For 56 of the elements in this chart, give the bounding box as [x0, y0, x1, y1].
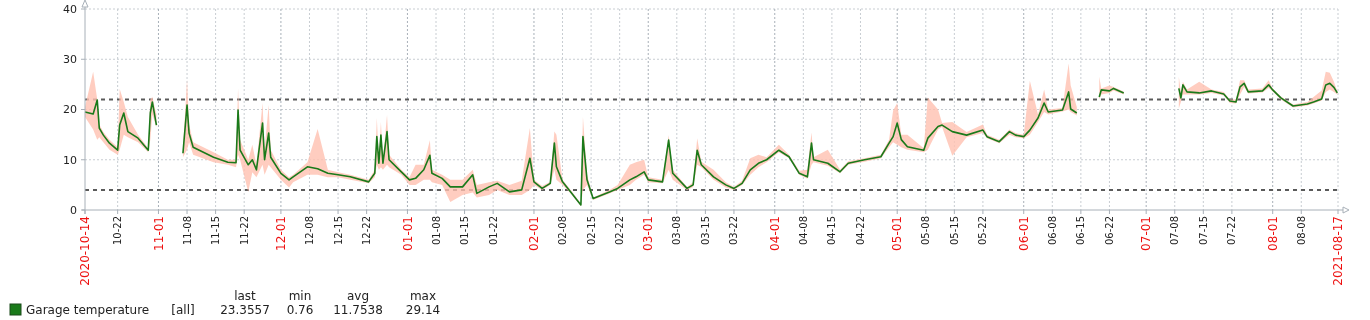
text: min: [288, 289, 312, 303]
x-tick-label: 11-22: [238, 216, 250, 246]
x-tick-label: 06-15: [1075, 216, 1087, 246]
x-tick-label: 04-22: [854, 216, 866, 246]
legend-label: Garage temperature: [26, 303, 150, 317]
x-tick-label: 08-01: [1265, 216, 1280, 251]
x-tick-label: 07-01: [1139, 216, 1154, 251]
x-tick-label: 01-01: [400, 216, 415, 251]
x-tick-label: 01-08: [430, 216, 442, 246]
x-tick-label: 11-15: [210, 216, 222, 246]
x-tick-label: 11-08: [181, 216, 193, 246]
x-tick-label: 05-01: [890, 216, 905, 251]
x-tick-label: 04-08: [797, 216, 809, 246]
x-tick-label: 08-08: [1295, 216, 1307, 246]
x-tick-label: 03-15: [699, 216, 711, 246]
text: 11.7538: [333, 303, 383, 317]
y-tick-label: 20: [63, 103, 77, 117]
x-tick-label: 05-22: [977, 216, 989, 246]
x-tick-label: 2020-10-14: [78, 216, 93, 286]
x-tick-label: 03-08: [671, 216, 683, 246]
text: 23.3557: [220, 303, 270, 317]
x-tick-label: 05-08: [920, 216, 932, 246]
y-tick-label: 0: [70, 203, 77, 217]
x-tick-label: 12-22: [361, 216, 373, 246]
x-tick-label: 11-01: [151, 216, 166, 251]
x-tick-label: 02-01: [527, 216, 542, 251]
x-tick-label: 04-01: [767, 216, 782, 251]
x-tick-label: 10-22: [112, 216, 124, 246]
x-tick-label: 02-22: [614, 216, 626, 246]
x-tick-label: 2021-08-17: [1331, 216, 1346, 286]
x-tick-label: 02-08: [557, 216, 569, 246]
text: 29.14: [405, 303, 441, 317]
y-tick-label: 40: [63, 2, 77, 16]
x-tick-label: 06-08: [1046, 216, 1058, 246]
y-tick-label: 30: [63, 53, 77, 67]
x-tick-label: 12-08: [303, 216, 315, 246]
x-tick-label: 12-01: [274, 216, 289, 251]
x-tick-label: 05-15: [948, 216, 960, 246]
x-tick-label: 12-15: [332, 216, 344, 246]
x-tick-label: 01-15: [459, 216, 471, 246]
x-tick-label: 07-08: [1169, 216, 1181, 246]
text: avg: [346, 289, 370, 303]
x-tick-label: 07-22: [1226, 216, 1238, 246]
text: last: [234, 289, 257, 303]
y-tick-label: 10: [63, 153, 77, 167]
text: max: [409, 289, 437, 303]
x-tick-label: 03-01: [641, 216, 656, 251]
x-tick-label: 01-22: [487, 216, 499, 246]
x-tick-label: 07-15: [1197, 216, 1209, 246]
x-tick-label: 03-22: [728, 216, 740, 246]
x-tick-label: 06-01: [1016, 216, 1031, 251]
x-tick-label: 06-22: [1103, 216, 1115, 246]
x-tick-label: 04-15: [826, 216, 838, 246]
x-tick-label: 02-15: [585, 216, 597, 246]
text: 0.76: [286, 303, 314, 317]
text: [all]: [171, 303, 195, 317]
